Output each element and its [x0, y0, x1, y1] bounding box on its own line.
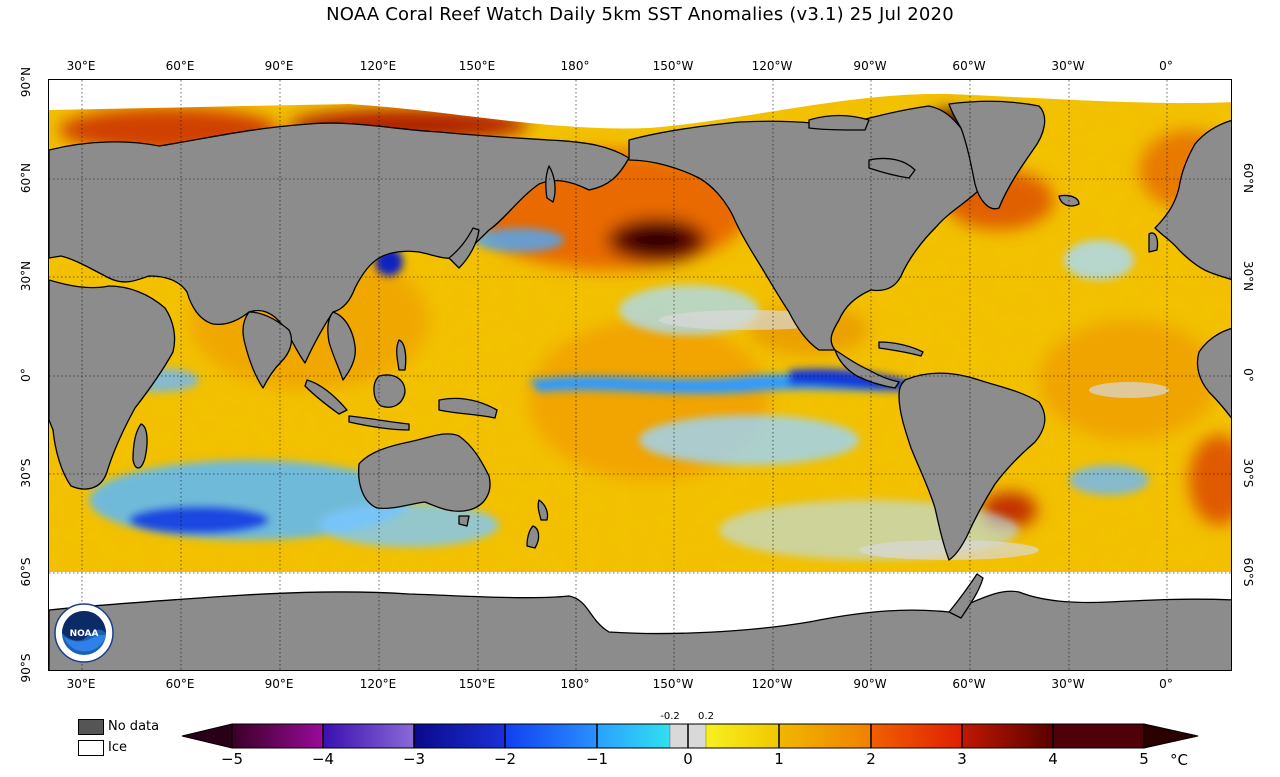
cool-anomalies: [89, 228, 1149, 560]
lat-tick-left: 30°N: [19, 260, 33, 292]
map-canvas: [49, 80, 1231, 670]
no-data-swatch: [78, 719, 104, 735]
colorbar-unit: °C: [1170, 751, 1188, 769]
colorbar-tick: 0: [683, 750, 693, 768]
lon-tick-top: 30°W: [1051, 59, 1085, 73]
colorbar-tick: −4: [311, 750, 335, 768]
colorbar-tick: −1: [585, 750, 609, 768]
lon-tick-bottom: 120°W: [751, 677, 793, 691]
lon-tick-bottom: 60°E: [165, 677, 195, 691]
colorbar-near-zero-pos: 0.2: [698, 711, 714, 722]
colorbar-tick: −5: [220, 750, 244, 768]
lon-tick-bottom: 150°W: [652, 677, 694, 691]
lon-tick-bottom: 90°W: [853, 677, 887, 691]
lon-tick-top: 90°W: [853, 59, 887, 73]
lon-tick-top: 60°E: [165, 59, 195, 73]
lon-tick-top: 120°E: [359, 59, 397, 73]
colorbar-tick: 4: [1048, 750, 1058, 768]
colorbar: [181, 723, 1199, 749]
lon-tick-bottom: 60°W: [952, 677, 986, 691]
lon-tick-top: 30°E: [66, 59, 96, 73]
no-data-label: No data: [108, 719, 160, 734]
colorbar-tick: 2: [866, 750, 876, 768]
lon-tick-top: 90°E: [264, 59, 294, 73]
lon-tick-bottom: 180°: [560, 677, 590, 691]
lat-tick-right: 60°N: [1241, 162, 1255, 194]
colorbar-near-zero-neg: -0.2: [660, 711, 680, 722]
colorbar-tick: 3: [957, 750, 967, 768]
sst-anomaly-map[interactable]: [48, 79, 1232, 671]
colorbar-tick: 1: [774, 750, 784, 768]
colorbar-tick: 5: [1139, 750, 1149, 768]
lat-tick-left: 90°S: [19, 653, 33, 683]
lon-tick-bottom: 150°E: [458, 677, 496, 691]
colorbar-tick: −3: [402, 750, 426, 768]
graticule: [49, 80, 1231, 670]
noaa-logo: NOAA: [54, 603, 114, 663]
lat-tick-right: 30°S: [1241, 458, 1255, 488]
lon-tick-top: 180°: [560, 59, 590, 73]
lon-tick-top: 0°: [1159, 59, 1173, 73]
lat-tick-left: 60°S: [19, 557, 33, 587]
lat-tick-left: 30°S: [19, 458, 33, 488]
lat-tick-right: 30°N: [1241, 260, 1255, 292]
lon-tick-bottom: 120°E: [359, 677, 397, 691]
ice-swatch: [78, 740, 104, 756]
lon-tick-top: 120°W: [751, 59, 793, 73]
lon-tick-bottom: 90°E: [264, 677, 294, 691]
lat-tick-right: 0°: [1241, 368, 1255, 382]
lat-tick-right: 60°S: [1241, 557, 1255, 587]
colorbar-tick: −2: [493, 750, 517, 768]
lon-tick-top: 60°W: [952, 59, 986, 73]
lon-tick-bottom: 30°W: [1051, 677, 1085, 691]
lat-tick-left: 0°: [19, 368, 33, 382]
map-title: NOAA Coral Reef Watch Daily 5km SST Anom…: [326, 4, 954, 25]
lon-tick-bottom: 0°: [1159, 677, 1173, 691]
lat-tick-left: 60°N: [19, 162, 33, 194]
ice-band-north: [49, 80, 1231, 129]
lon-tick-top: 150°W: [652, 59, 694, 73]
lon-tick-bottom: 30°E: [66, 677, 96, 691]
ice-label: Ice: [108, 740, 127, 755]
lon-tick-top: 150°E: [458, 59, 496, 73]
lat-tick-left: 90°N: [19, 66, 33, 98]
land-masses: [49, 100, 1231, 670]
noaa-logo-text: NOAA: [70, 629, 99, 639]
